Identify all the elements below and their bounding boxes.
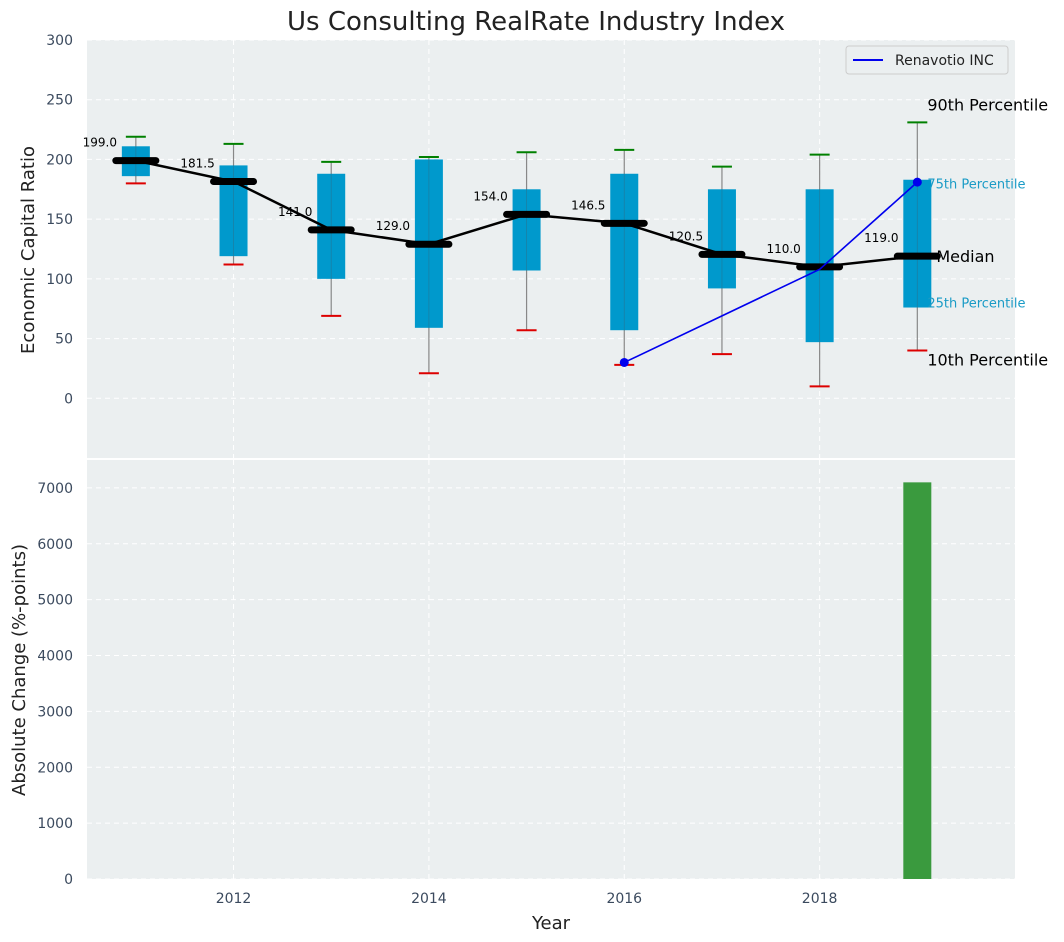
p10-annotation: 10th Percentile xyxy=(927,351,1048,370)
bottom-y-tick-label: 0 xyxy=(64,872,73,888)
median-value-label: 146.5 xyxy=(571,198,605,212)
box-plot-panel: 0 50 100 150 200 250 300 199.0 181.5 141.0 129.0 15… xyxy=(46,33,1048,458)
bar xyxy=(903,482,932,879)
legend: Renavotio INC xyxy=(845,45,1009,75)
company-series-line xyxy=(623,181,918,364)
top-y-tick-label: 200 xyxy=(46,152,73,168)
median-value-label: 119.0 xyxy=(864,231,898,245)
p90-annotation: 90th Percentile xyxy=(927,95,1048,114)
bottom-y-tick-label: 7000 xyxy=(37,481,73,497)
x-tick-label: 2012 xyxy=(216,891,252,907)
legend-entry: Renavotio INC xyxy=(895,53,994,69)
top-y-axis-label: Economic Capital Ratio xyxy=(18,146,39,354)
top-y-tick-label: 100 xyxy=(46,272,73,288)
bottom-y-tick-label: 1000 xyxy=(37,816,73,832)
company-series-point xyxy=(912,177,922,187)
x-tick-label: 2014 xyxy=(411,891,447,907)
bottom-y-tick-label: 5000 xyxy=(37,593,73,609)
bottom-y-tick-label: 3000 xyxy=(37,704,73,720)
top-y-tick-label: 300 xyxy=(46,33,73,49)
x-axis-label: Year xyxy=(531,913,571,934)
top-y-tick-label: 150 xyxy=(46,212,73,228)
bottom-y-axis-label: Absolute Change (%-points) xyxy=(9,544,30,796)
x-tick-label: 2018 xyxy=(802,891,838,907)
company-series-point xyxy=(619,357,629,367)
bottom-plot-background xyxy=(87,460,1015,879)
top-y-tick-label: 250 xyxy=(46,93,73,109)
median-annotation: Median xyxy=(936,247,994,266)
median-value-label: 110.0 xyxy=(766,242,800,256)
median-value-label: 199.0 xyxy=(83,136,117,150)
x-tick-label: 2016 xyxy=(606,891,642,907)
legend-box xyxy=(845,45,1009,75)
median-value-label: 120.5 xyxy=(669,229,703,243)
p75-annotation: 75th Percentile xyxy=(927,178,1025,193)
p25-annotation: 25th Percentile xyxy=(927,297,1025,312)
median-value-label: 181.5 xyxy=(180,157,214,171)
median-value-label: 141.0 xyxy=(278,205,312,219)
median-value-label: 129.0 xyxy=(376,219,410,233)
median-value-label: 154.0 xyxy=(473,189,507,203)
bottom-y-tick-label: 6000 xyxy=(37,537,73,553)
bar-chart-panel: 0 1000 2000 3000 4000 5000 6000 7000 2012 2014 201… xyxy=(37,460,1015,907)
bottom-y-tick-label: 4000 xyxy=(37,649,73,665)
bottom-y-tick-label: 2000 xyxy=(37,760,73,776)
top-y-tick-label: 50 xyxy=(55,332,73,348)
chart-title: Us Consulting RealRate Industry Index xyxy=(287,7,785,37)
top-y-tick-label: 0 xyxy=(64,391,73,407)
